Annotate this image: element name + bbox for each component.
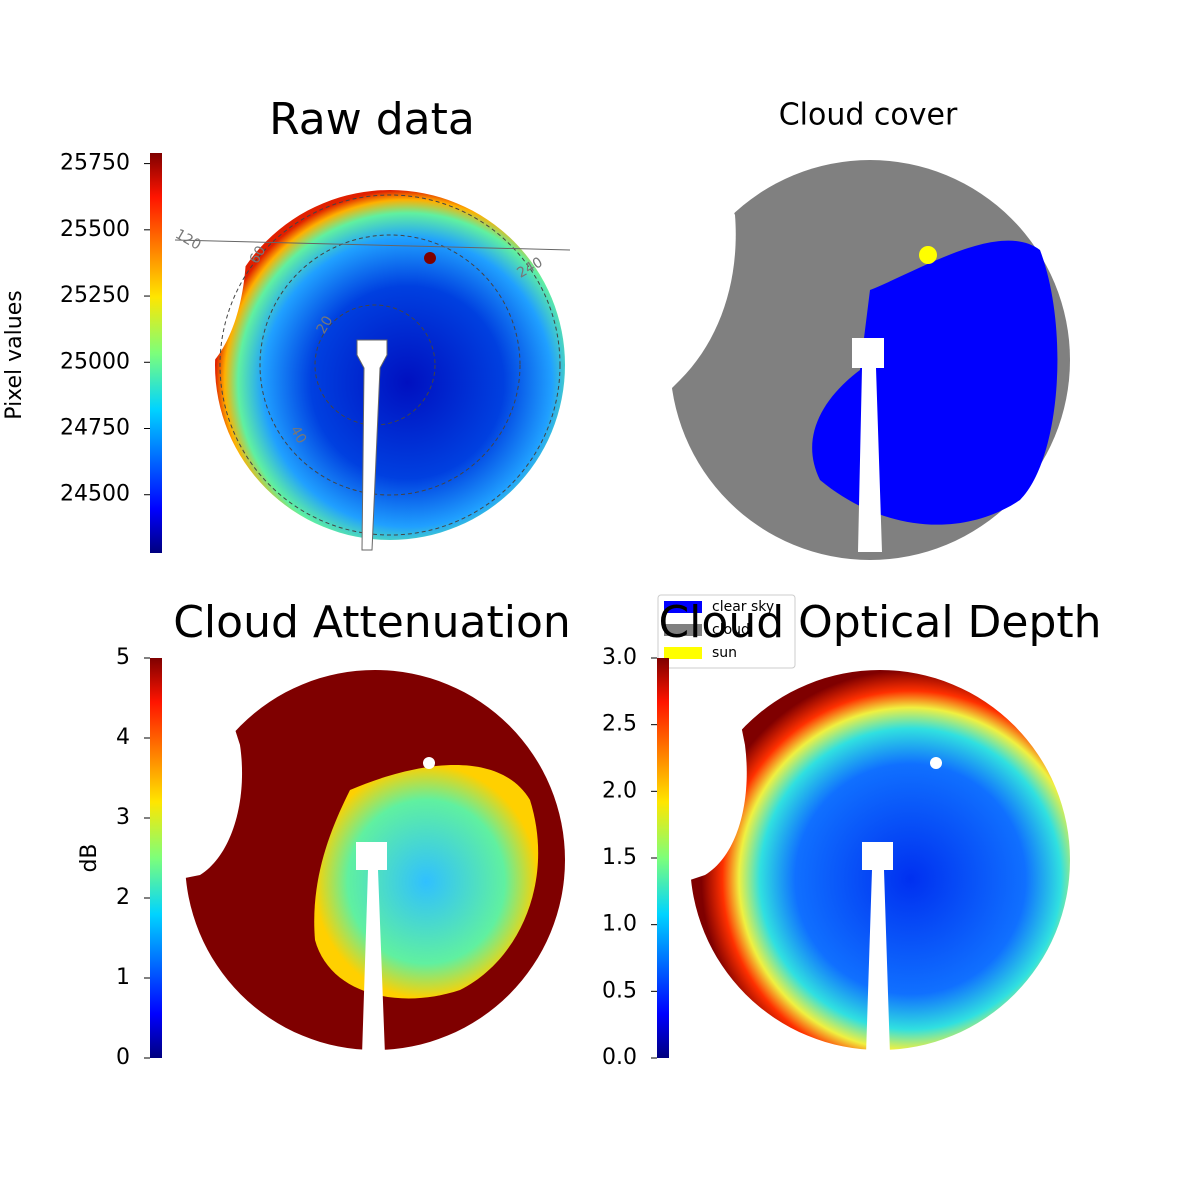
panel-title: Raw data xyxy=(269,94,475,145)
colorbar-tick-label: 3 xyxy=(116,805,130,830)
colorbar-tick-label: 0.5 xyxy=(602,978,637,1003)
attenuation-image xyxy=(175,670,565,1055)
grid-annotation: 40 xyxy=(287,423,310,446)
colorbar-tick-label: 25000 xyxy=(60,349,130,374)
grid-annotation: 20 xyxy=(314,313,337,336)
colorbar-tick-label: 0 xyxy=(116,1045,130,1070)
colorbar-tick-label: 1 xyxy=(116,965,130,990)
legend-swatch xyxy=(664,647,702,659)
colorbar-label: Pixel values xyxy=(2,290,27,419)
cloud-cover-image xyxy=(660,160,1070,560)
colorbar xyxy=(657,658,669,1058)
colorbar-tick-label: 5 xyxy=(116,645,130,670)
grid-annotation: 60 xyxy=(247,243,270,266)
legend-label: cloud xyxy=(712,622,750,638)
colorbar-label: dB xyxy=(77,843,102,872)
legend-swatch xyxy=(664,601,702,613)
colorbar-tick-label: 24500 xyxy=(60,482,130,507)
colorbar-tick-label: 25750 xyxy=(60,151,130,176)
raw-image xyxy=(174,190,571,551)
colorbar-tick-label: 2 xyxy=(116,885,130,910)
colorbar-tick-label: 0.0 xyxy=(602,1045,637,1070)
panel-title: Cloud Optical Depth xyxy=(658,597,1101,648)
colorbar-tick-label: 3.0 xyxy=(602,645,637,670)
colorbar-tick-label: 2.5 xyxy=(602,712,637,737)
colorbar xyxy=(150,153,162,553)
colorbar-tick-label: 25500 xyxy=(60,217,130,242)
colorbar-tick-label: 24750 xyxy=(60,415,130,440)
colorbar-tick-label: 1.5 xyxy=(602,845,637,870)
panel-title: Cloud cover xyxy=(779,98,958,133)
colorbar-tick-label: 25250 xyxy=(60,283,130,308)
legend-label: clear sky xyxy=(712,599,774,615)
colorbar-tick-label: 2.0 xyxy=(602,778,637,803)
colorbar xyxy=(150,658,162,1058)
legend-swatch xyxy=(664,624,702,636)
colorbar-tick-label: 1.0 xyxy=(602,912,637,937)
panel-title: Cloud Attenuation xyxy=(173,597,571,648)
legend-label: sun xyxy=(712,645,737,661)
optical-depth-image xyxy=(690,670,1070,1055)
colorbar-tick-label: 4 xyxy=(116,725,130,750)
